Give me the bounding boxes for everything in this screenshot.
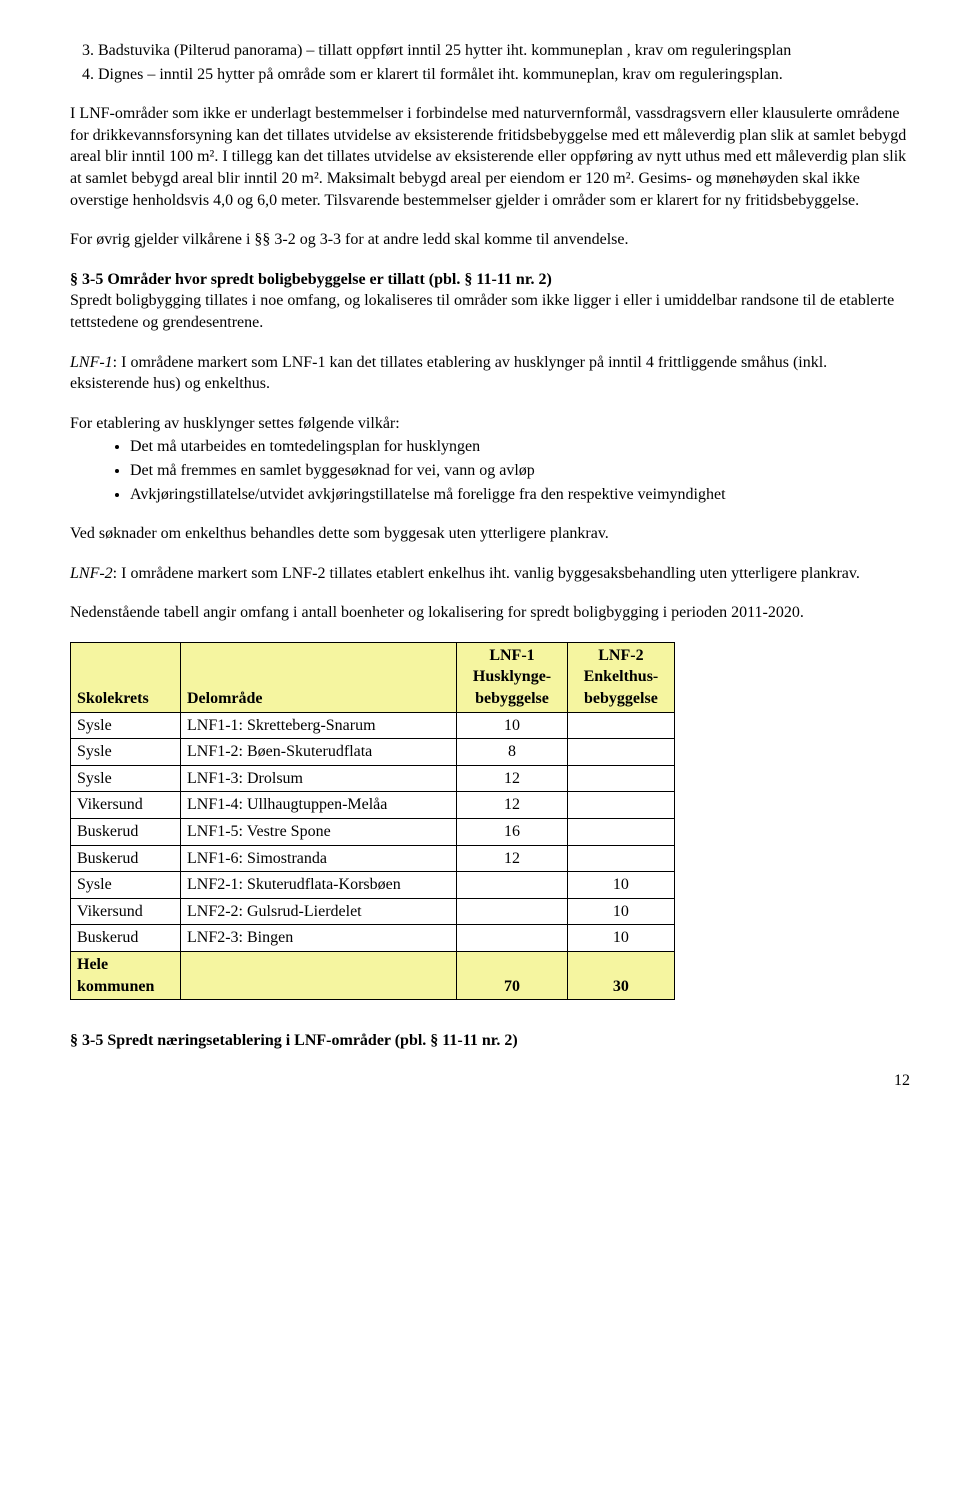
cell-delomrade: LNF1-5: Vestre Spone bbox=[180, 819, 456, 846]
bullet-list: Det må utarbeides en tomtedelingsplan fo… bbox=[70, 436, 910, 505]
cell-lnf1: 8 bbox=[456, 739, 567, 766]
cell-total-lnf1: 70 bbox=[456, 952, 567, 1000]
table-row: VikersundLNF1-4: Ullhaugtuppen-Melåa12 bbox=[71, 792, 675, 819]
list-item: Avkjøringstillatelse/utvidet avkjøringst… bbox=[130, 484, 910, 506]
cell-lnf2 bbox=[568, 845, 675, 872]
paragraph: Nedenstående tabell angir omfang i antal… bbox=[70, 602, 910, 624]
cell-skolekrets: Buskerud bbox=[71, 819, 181, 846]
cell-lnf2: 10 bbox=[568, 872, 675, 899]
cell-lnf2: 10 bbox=[568, 898, 675, 925]
cell-total-label: Helekommunen bbox=[71, 952, 181, 1000]
lnf1-text: : I områdene markert som LNF-1 kan det t… bbox=[70, 354, 827, 393]
cell-skolekrets: Sysle bbox=[71, 712, 181, 739]
paragraph: Ved søknader om enkelthus behandles dett… bbox=[70, 523, 910, 545]
table-row: SysleLNF1-1: Skretteberg-Snarum10 bbox=[71, 712, 675, 739]
table-row: BuskerudLNF2-3: Bingen 10 bbox=[71, 925, 675, 952]
cell-lnf2 bbox=[568, 739, 675, 766]
paragraph: I LNF-områder som ikke er underlagt best… bbox=[70, 103, 910, 211]
cell-skolekrets: Buskerud bbox=[71, 845, 181, 872]
cell-lnf1 bbox=[456, 925, 567, 952]
list-item: Dignes – inntil 25 hytter på område som … bbox=[98, 64, 910, 86]
paragraph: For etablering av husklynger settes følg… bbox=[70, 413, 910, 435]
cell-delomrade: LNF1-2: Bøen-Skuterudflata bbox=[180, 739, 456, 766]
cell-lnf2 bbox=[568, 792, 675, 819]
cell-delomrade: LNF1-1: Skretteberg-Snarum bbox=[180, 712, 456, 739]
section-heading: § 3-5 Spredt næringsetablering i LNF-omr… bbox=[70, 1030, 910, 1052]
cell-delomrade: LNF1-4: Ullhaugtuppen-Melåa bbox=[180, 792, 456, 819]
cell-total-lnf2: 30 bbox=[568, 952, 675, 1000]
cell-lnf1 bbox=[456, 872, 567, 899]
cell-lnf2 bbox=[568, 712, 675, 739]
cell-lnf2: 10 bbox=[568, 925, 675, 952]
col-header-delomrade: Delområde bbox=[180, 642, 456, 712]
cell-delomrade: LNF2-2: Gulsrud-Lierdelet bbox=[180, 898, 456, 925]
table-row: SysleLNF2-1: Skuterudflata-Korsbøen 10 bbox=[71, 872, 675, 899]
cell-delomrade: LNF1-6: Simostranda bbox=[180, 845, 456, 872]
numbered-list: Badstuvika (Pilterud panorama) – tillatt… bbox=[70, 40, 910, 85]
cell-delomrade: LNF1-3: Drolsum bbox=[180, 765, 456, 792]
paragraph: LNF-1: I områdene markert som LNF-1 kan … bbox=[70, 352, 910, 395]
lnf2-label: LNF-2 bbox=[70, 565, 113, 582]
cell-total-blank bbox=[180, 952, 456, 1000]
list-item: Det må utarbeides en tomtedelingsplan fo… bbox=[130, 436, 910, 458]
cell-lnf1 bbox=[456, 898, 567, 925]
cell-skolekrets: Vikersund bbox=[71, 792, 181, 819]
cell-skolekrets: Sysle bbox=[71, 765, 181, 792]
cell-lnf1: 12 bbox=[456, 845, 567, 872]
table-row: SysleLNF1-2: Bøen-Skuterudflata8 bbox=[71, 739, 675, 766]
cell-skolekrets: Sysle bbox=[71, 872, 181, 899]
list-item: Badstuvika (Pilterud panorama) – tillatt… bbox=[98, 40, 910, 62]
page-number: 12 bbox=[70, 1070, 910, 1092]
table-total-row: Helekommunen 7030 bbox=[71, 952, 675, 1000]
paragraph-text: Spredt boligbygging tillates i noe omfan… bbox=[70, 292, 894, 331]
section-heading: § 3-5 Områder hvor spredt boligbebyggels… bbox=[70, 271, 552, 288]
lnf1-label: LNF-1 bbox=[70, 354, 113, 371]
cell-delomrade: LNF2-1: Skuterudflata-Korsbøen bbox=[180, 872, 456, 899]
cell-lnf1: 12 bbox=[456, 765, 567, 792]
table-row: SysleLNF1-3: Drolsum12 bbox=[71, 765, 675, 792]
cell-lnf2 bbox=[568, 765, 675, 792]
col-header-skolekrets: Skolekrets bbox=[71, 642, 181, 712]
cell-skolekrets: Buskerud bbox=[71, 925, 181, 952]
lnf-table: Skolekrets Delområde LNF-1 Husklynge- be… bbox=[70, 642, 675, 1000]
cell-delomrade: LNF2-3: Bingen bbox=[180, 925, 456, 952]
col-header-lnf1: LNF-1 Husklynge- bebyggelse bbox=[456, 642, 567, 712]
cell-lnf1: 10 bbox=[456, 712, 567, 739]
table-row: BuskerudLNF1-5: Vestre Spone16 bbox=[71, 819, 675, 846]
cell-skolekrets: Vikersund bbox=[71, 898, 181, 925]
cell-lnf1: 16 bbox=[456, 819, 567, 846]
col-header-lnf2: LNF-2 Enkelthus- bebyggelse bbox=[568, 642, 675, 712]
cell-lnf1: 12 bbox=[456, 792, 567, 819]
cell-skolekrets: Sysle bbox=[71, 739, 181, 766]
table-row: BuskerudLNF1-6: Simostranda12 bbox=[71, 845, 675, 872]
table-row: VikersundLNF2-2: Gulsrud-Lierdelet 10 bbox=[71, 898, 675, 925]
paragraph: LNF-2: I områdene markert som LNF-2 till… bbox=[70, 563, 910, 585]
list-item: Det må fremmes en samlet byggesøknad for… bbox=[130, 460, 910, 482]
lnf2-text: : I områdene markert som LNF-2 tillates … bbox=[113, 565, 860, 582]
section-heading-block: § 3-5 Områder hvor spredt boligbebyggels… bbox=[70, 269, 910, 334]
paragraph: For øvrig gjelder vilkårene i §§ 3-2 og … bbox=[70, 229, 910, 251]
table-header-row: Skolekrets Delområde LNF-1 Husklynge- be… bbox=[71, 642, 675, 712]
cell-lnf2 bbox=[568, 819, 675, 846]
